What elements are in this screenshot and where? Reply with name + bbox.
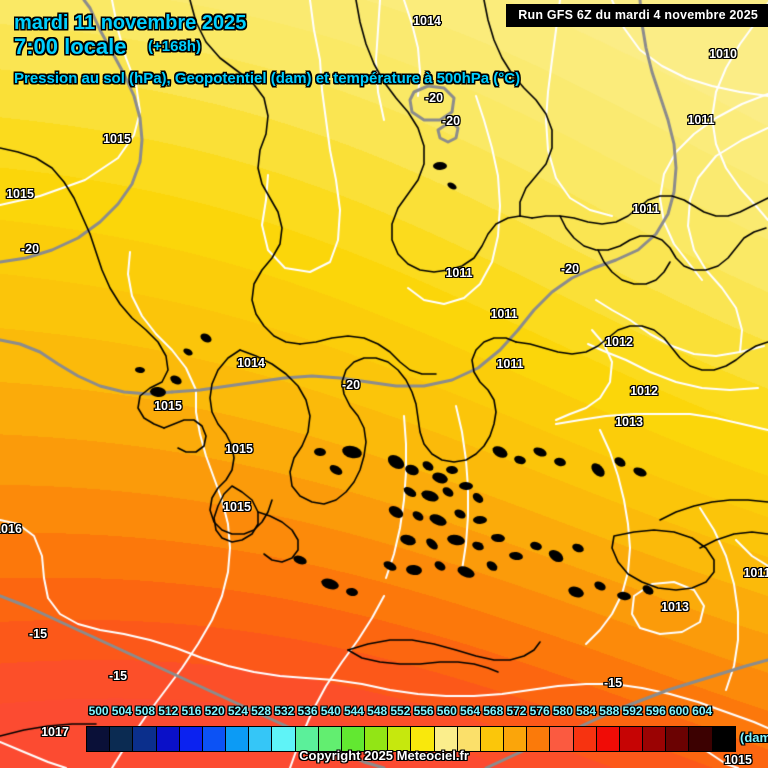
legend-tick: 604: [692, 704, 712, 718]
legend-tick: 516: [181, 704, 201, 718]
legend-tick: 548: [367, 704, 387, 718]
legend-tick: 600: [669, 704, 689, 718]
legend-tick: 544: [344, 704, 364, 718]
legend-tick: 552: [390, 704, 410, 718]
legend-tick: 520: [205, 704, 225, 718]
legend-unit-label: (dam): [740, 730, 768, 745]
legend-tick: 564: [460, 704, 480, 718]
legend-tick: 576: [530, 704, 550, 718]
legend-tick: 508: [135, 704, 155, 718]
legend-tick: 580: [553, 704, 573, 718]
legend-tick: 588: [599, 704, 619, 718]
copyright-label: Copyright 2025 Meteociel.fr: [0, 748, 768, 763]
weather-map-canvas: [0, 0, 768, 768]
legend-tick: 528: [251, 704, 271, 718]
forecast-step-label: (+168h): [148, 38, 201, 55]
legend-tick: 524: [228, 704, 248, 718]
forecast-time-label: 7:00 locale: [14, 34, 127, 60]
legend-tick: 596: [646, 704, 666, 718]
legend-tick-labels: 500 504 508 512 516 520 524 528 532 536 540 544 548 5…: [0, 704, 768, 724]
legend-tick: 532: [274, 704, 294, 718]
legend-tick: 560: [437, 704, 457, 718]
legend-tick: 568: [483, 704, 503, 718]
legend-tick: 592: [623, 704, 643, 718]
legend-tick: 572: [506, 704, 526, 718]
legend-tick: 540: [321, 704, 341, 718]
model-run-banner: Run GFS 6Z du mardi 4 novembre 2025: [506, 4, 768, 27]
weather-map-app: mardi 11 novembre 2025 7:00 locale (+168…: [0, 0, 768, 768]
legend-tick: 584: [576, 704, 596, 718]
legend-tick: 556: [414, 704, 434, 718]
legend-tick: 504: [112, 704, 132, 718]
map-parameters-label: Pression au sol (hPa), Geopotentiel (dam…: [14, 70, 520, 87]
forecast-date-label: mardi 11 novembre 2025: [14, 12, 246, 35]
legend-tick: 512: [158, 704, 178, 718]
legend-tick: 500: [89, 704, 109, 718]
legend-tick: 536: [298, 704, 318, 718]
